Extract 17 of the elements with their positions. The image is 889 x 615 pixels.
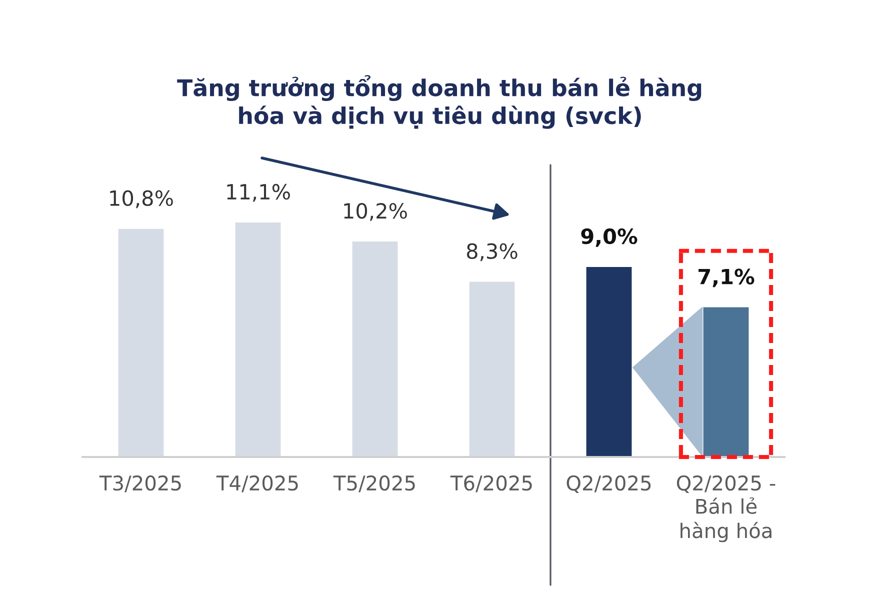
x-tick-label: Q2/2025 [566, 475, 651, 493]
bar [116, 227, 166, 457]
bar [234, 221, 282, 457]
chart-title: Tăng trưởng tổng doanh thu bán lẻ hàng hóa và dịch vụ tiêu dùng (svck) [177, 75, 702, 129]
bar [350, 240, 400, 457]
data-label: 11,1% [227, 184, 290, 202]
x-tick-label: T5/2025 [333, 475, 415, 492]
data-label: 7,1% [698, 268, 754, 288]
data-label: 10,2% [344, 202, 407, 221]
x-tick-label: Q2/2025 - Bán lẻ hàng hóa [676, 475, 776, 542]
data-label: 8,3% [466, 243, 518, 262]
x-tick-label: T3/2025 [99, 475, 181, 492]
bar [468, 280, 516, 457]
x-tick-label: T6/2025 [450, 475, 532, 492]
x-tick-label: T4/2025 [216, 475, 298, 492]
data-label: 9,0% [581, 228, 638, 247]
data-label: 10,8% [110, 190, 173, 208]
